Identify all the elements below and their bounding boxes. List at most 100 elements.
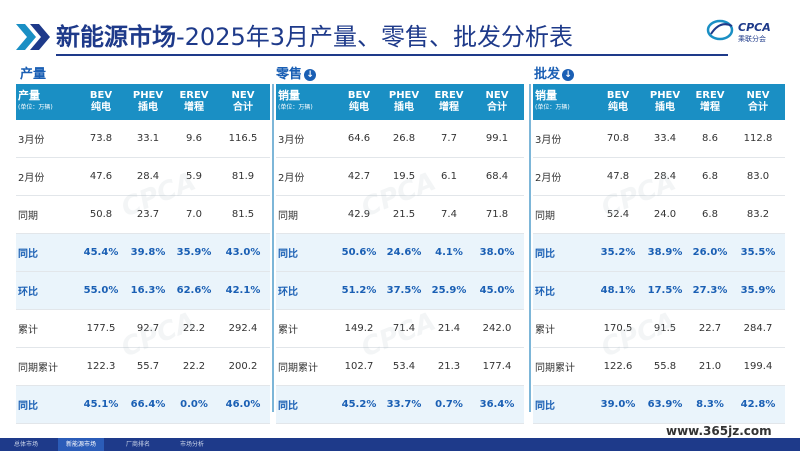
table-cell: 22.7: [689, 309, 731, 348]
table-cell: 21.0: [689, 347, 731, 386]
table-cell: 53.4: [380, 347, 428, 386]
column-header: BEV 纯电: [338, 84, 380, 120]
footer-tab[interactable]: 市场分析: [180, 441, 205, 448]
table-cell: 36.4%: [470, 385, 524, 424]
table-row: 同期 52.4 24.0 6.8 83.2: [533, 195, 785, 234]
table-cell: 7.4: [428, 195, 470, 234]
table-cell: 284.7: [731, 309, 785, 348]
table-row: 同比 39.0% 63.9% 8.3% 42.8%: [533, 385, 785, 424]
table-header-row: 销量 (单位：万辆) BEV 纯电 PHEV 插电 EREV 增程 NEV 合计: [276, 84, 524, 120]
table-cell: 81.9: [216, 157, 270, 196]
table-row: 环比 51.2% 37.5% 25.9% 45.0%: [276, 271, 524, 310]
table-cell: 122.6: [595, 347, 641, 386]
table-row: 累计 177.5 92.7 22.2 292.4: [16, 309, 270, 348]
table-cell: 38.9%: [641, 233, 689, 272]
table-cell: 9.6: [172, 120, 216, 158]
table-row: 累计 170.5 91.5 22.7 284.7: [533, 309, 785, 348]
table-row: 累计 149.2 71.4 21.4 242.0: [276, 309, 524, 348]
table-row: 同比 45.4% 39.8% 35.9% 43.0%: [16, 233, 270, 272]
section-title-wholesale: 批发 ↓: [534, 63, 575, 82]
table-cell: 19.5: [380, 157, 428, 196]
table-cell: 116.5: [216, 120, 270, 158]
footer-nav: 总体市场 新能源市场 厂商排名 市场分析: [0, 438, 800, 451]
table-cell: 24.0: [641, 195, 689, 234]
column-header: NEV 合计: [731, 84, 785, 120]
table-cell: 112.8: [731, 120, 785, 158]
table-cell: 0.0%: [172, 385, 216, 424]
table-cell: 63.9%: [641, 385, 689, 424]
section-label: 零售: [276, 67, 303, 82]
table-cell: 33.1: [124, 120, 172, 158]
table-cell: 64.6: [338, 120, 380, 158]
arrow-down-circle-icon: ↓: [304, 69, 317, 81]
row-label: 同比: [276, 385, 338, 424]
column-header-name: 纯电: [608, 102, 628, 113]
table-row: 同比 45.2% 33.7% 0.7% 36.4%: [276, 385, 524, 424]
header-label: 销量: [278, 89, 300, 102]
header: 新能源市场-2025年3月产量、零售、批发分析表 CPCA 乘联分会: [0, 0, 800, 60]
table-cell: 35.9%: [731, 271, 785, 310]
table-cell: 242.0: [470, 309, 524, 348]
table-cell: 55.0%: [78, 271, 124, 310]
row-label: 同比: [16, 233, 78, 272]
cpca-logo-icon: [706, 19, 734, 41]
footer-tab[interactable]: 厂商排名: [126, 441, 151, 448]
table-row: 环比 48.1% 17.5% 27.3% 35.9%: [533, 271, 785, 310]
table-row: 同期累计 122.6 55.8 21.0 199.4: [533, 347, 785, 386]
header-label-cell: 销量 (单位：万辆): [276, 84, 338, 120]
column-header-type: PHEV: [388, 90, 420, 101]
table-cell: 17.5%: [641, 271, 689, 310]
table-cell: 71.8: [470, 195, 524, 234]
table-cell: 0.7%: [428, 385, 470, 424]
arrow-down-circle-icon: ↓: [562, 69, 575, 81]
column-header-name: 纯电: [349, 102, 369, 113]
wholesale-table-panel: 销量 (单位：万辆) BEV 纯电 PHEV 插电 EREV 增程 NEV 合计 3月份 70.8 33…: [533, 84, 785, 424]
table-row: 2月份 47.8 28.4 6.8 83.0: [533, 157, 785, 196]
table-row: 同期累计 122.3 55.7 22.2 200.2: [16, 347, 270, 386]
column-header-type: BEV: [606, 90, 630, 101]
table-cell: 35.2%: [595, 233, 641, 272]
column-header-name: 插电: [655, 102, 675, 113]
table-cell: 91.5: [641, 309, 689, 348]
table-cell: 23.7: [124, 195, 172, 234]
table-cell: 48.1%: [595, 271, 641, 310]
table-cell: 42.1%: [216, 271, 270, 310]
table-cell: 26.0%: [689, 233, 731, 272]
table-cell: 28.4: [124, 157, 172, 196]
table-cell: 47.8: [595, 157, 641, 196]
table-cell: 73.8: [78, 120, 124, 158]
table-row: 同比 35.2% 38.9% 26.0% 35.5%: [533, 233, 785, 272]
row-label: 2月份: [276, 157, 338, 196]
table-cell: 83.0: [731, 157, 785, 196]
header-label-cell: 产量 (单位：万辆): [16, 84, 78, 120]
table-cell: 45.0%: [470, 271, 524, 310]
row-label: 同期: [276, 195, 338, 234]
row-label: 环比: [276, 271, 338, 310]
unit-label: (单位：万辆): [278, 104, 313, 111]
table-cell: 8.6: [689, 120, 731, 158]
row-label: 2月份: [16, 157, 78, 196]
footer-tab[interactable]: 总体市场: [14, 441, 39, 448]
row-label: 同比: [16, 385, 78, 424]
table-cell: 37.5%: [380, 271, 428, 310]
table-cell: 22.2: [172, 309, 216, 348]
table-row: 3月份 64.6 26.8 7.7 99.1: [276, 120, 524, 158]
column-header-type: BEV: [347, 90, 371, 101]
column-header-type: EREV: [434, 90, 464, 101]
column-header: EREV 增程: [172, 84, 216, 120]
section-title-retail: 零售 ↓: [276, 63, 317, 82]
site-watermark-text: www.365jz.com: [666, 424, 772, 438]
row-label: 3月份: [276, 120, 338, 158]
row-label: 环比: [533, 271, 595, 310]
column-header: BEV 纯电: [78, 84, 124, 120]
table-cell: 33.7%: [380, 385, 428, 424]
column-header-name: 合计: [748, 102, 768, 113]
footer-tab[interactable]: 新能源市场: [58, 438, 105, 451]
header-label-cell: 销量 (单位：万辆): [533, 84, 595, 120]
column-header-type: PHEV: [132, 90, 164, 101]
column-header: PHEV 插电: [380, 84, 428, 120]
table-cell: 7.0: [172, 195, 216, 234]
column-header: PHEV 插电: [641, 84, 689, 120]
column-header-name: 插电: [138, 102, 158, 113]
table-cell: 177.5: [78, 309, 124, 348]
